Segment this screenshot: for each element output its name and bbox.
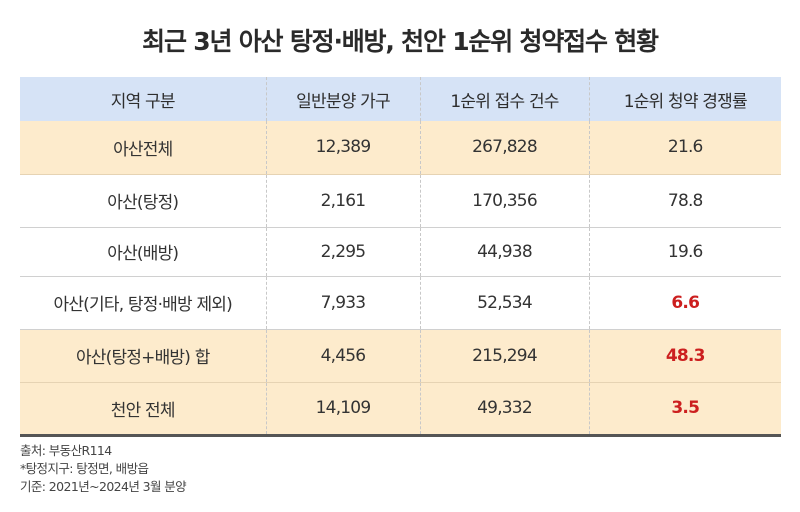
cell-ratio-emphasis: 48.3	[588, 329, 781, 383]
table-row: 아산(기타, 탕정·배방 제외) 7,933 52,534 6.6	[20, 276, 781, 330]
cell-region: 아산(배방)	[20, 227, 266, 277]
period-note: 기준: 2021년~2024년 3월 분양	[20, 479, 187, 494]
cell-applications: 44,938	[419, 227, 589, 277]
table-row: 아산(탕정) 2,161 170,356 78.8	[20, 174, 781, 228]
cell-ratio: 21.6	[588, 121, 781, 175]
header-households: 일반분양 가구	[265, 77, 420, 121]
district-note: *탕정지구: 탕정면, 배방읍	[20, 461, 149, 476]
cell-applications: 49,332	[419, 382, 589, 437]
cell-households: 2,295	[265, 227, 420, 277]
cell-applications: 267,828	[419, 121, 589, 175]
cell-applications: 215,294	[419, 329, 589, 383]
table-row: 아산(배방) 2,295 44,938 19.6	[20, 227, 781, 277]
table-row: 아산전체 12,389 267,828 21.6	[20, 121, 781, 175]
cell-region: 아산(탕정)	[20, 174, 266, 228]
table-header-row: 지역 구분 일반분양 가구 1순위 접수 건수 1순위 청약 경쟁률	[20, 77, 781, 121]
cell-applications: 170,356	[419, 174, 589, 228]
cell-region: 아산전체	[20, 121, 266, 175]
page-title: 최근 3년 아산 탕정·배방, 천안 1순위 청약접수 현황	[142, 27, 659, 56]
cell-households: 2,161	[265, 174, 420, 228]
header-region: 지역 구분	[20, 77, 266, 121]
table-row: 천안 전체 14,109 49,332 3.5	[20, 382, 781, 437]
cell-ratio: 19.6	[588, 227, 781, 277]
table-row: 아산(탕정+배방) 합 4,456 215,294 48.3	[20, 329, 781, 383]
cell-households: 7,933	[265, 276, 420, 330]
cell-region: 아산(탕정+배방) 합	[20, 329, 266, 383]
cell-ratio-emphasis: 3.5	[588, 382, 781, 437]
cell-households: 12,389	[265, 121, 420, 175]
cell-ratio-emphasis: 6.6	[588, 276, 781, 330]
cell-region: 천안 전체	[20, 382, 266, 437]
cell-region: 아산(기타, 탕정·배방 제외)	[20, 276, 266, 330]
cell-households: 14,109	[265, 382, 420, 437]
header-applications: 1순위 접수 건수	[419, 77, 589, 121]
subscription-table: 지역 구분 일반분양 가구 1순위 접수 건수 1순위 청약 경쟁률 아산전체 …	[20, 77, 781, 437]
source-note: 출처: 부동산R114	[20, 443, 112, 458]
cell-ratio: 78.8	[588, 174, 781, 228]
header-ratio: 1순위 청약 경쟁률	[588, 77, 781, 121]
cell-households: 4,456	[265, 329, 420, 383]
cell-applications: 52,534	[419, 276, 589, 330]
footnotes: 출처: 부동산R114 *탕정지구: 탕정면, 배방읍 기준: 2021년~20…	[20, 442, 187, 496]
